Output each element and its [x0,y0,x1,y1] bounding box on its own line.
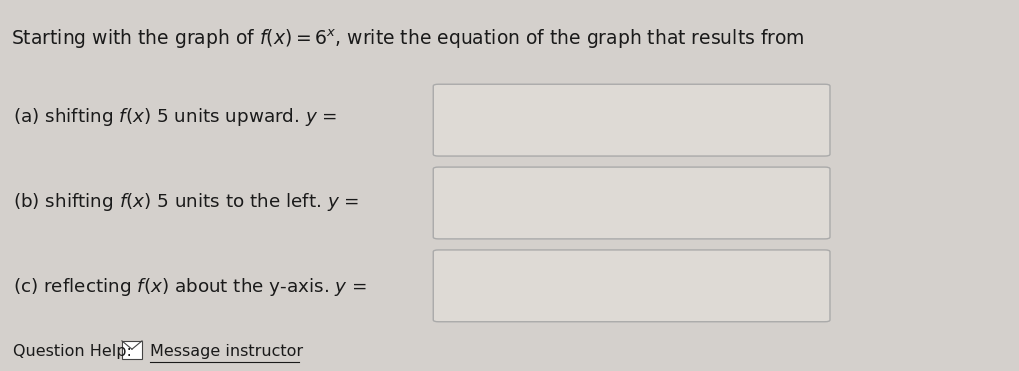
FancyBboxPatch shape [433,250,830,322]
Text: Message instructor: Message instructor [150,344,304,358]
FancyBboxPatch shape [433,167,830,239]
FancyBboxPatch shape [433,84,830,156]
Text: (b) shifting $f(x)$ 5 units to the left. $y$ =: (b) shifting $f(x)$ 5 units to the left.… [13,191,360,213]
Text: Starting with the graph of $f(x) = 6^x$, write the equation of the graph that re: Starting with the graph of $f(x) = 6^x$,… [11,27,805,50]
Text: Question Help:: Question Help: [13,344,132,358]
Text: (c) reflecting $f(x)$ about the y-axis. $y$ =: (c) reflecting $f(x)$ about the y-axis. … [13,276,368,298]
FancyBboxPatch shape [122,341,142,359]
Text: (a) shifting $f(x)$ 5 units upward. $y$ =: (a) shifting $f(x)$ 5 units upward. $y$ … [13,106,338,128]
